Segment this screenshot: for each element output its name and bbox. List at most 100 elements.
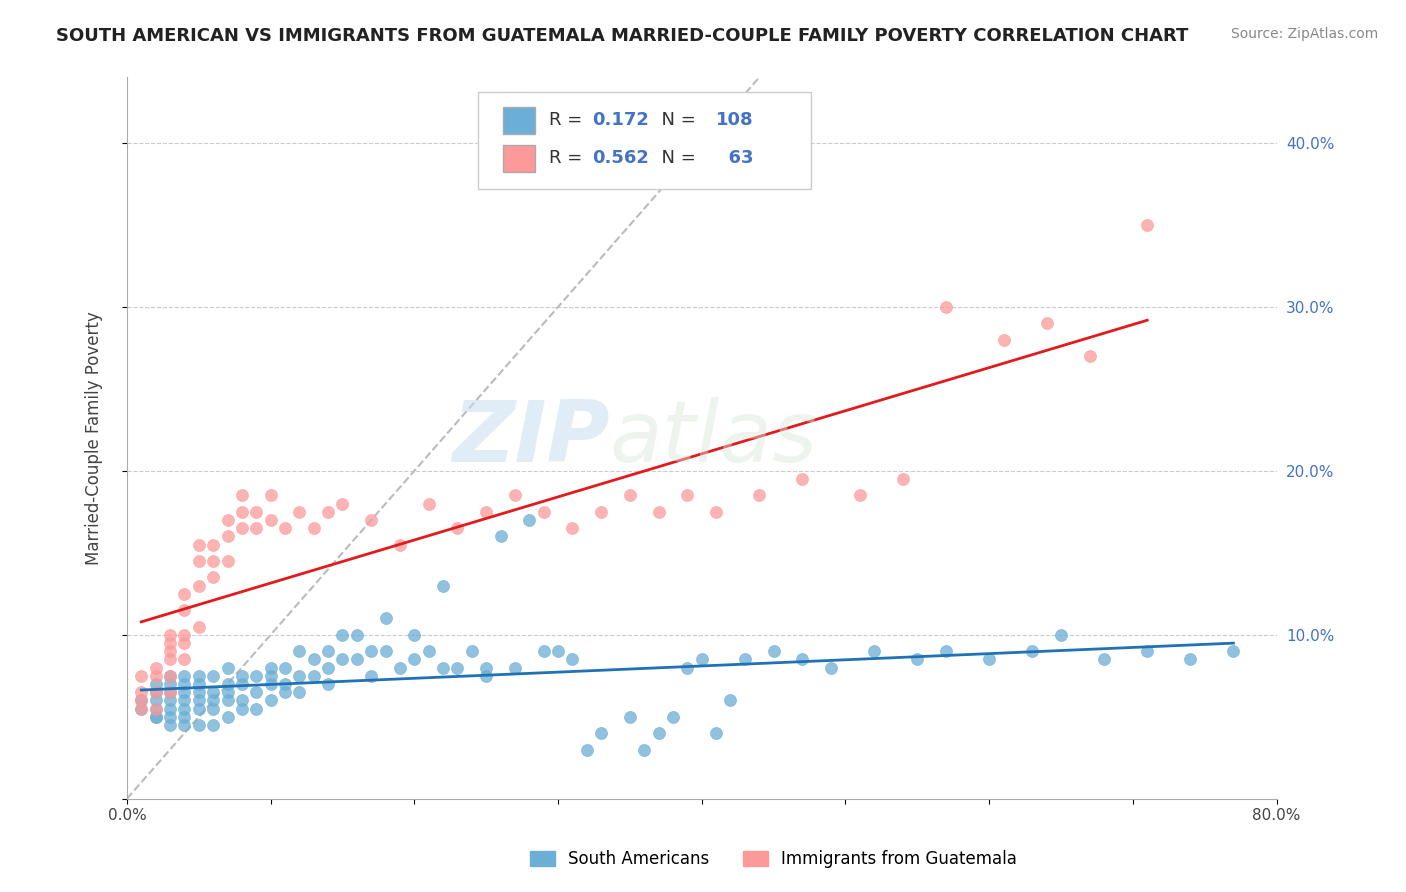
Point [619,710,641,724]
Point [288,644,311,658]
Point [173,669,195,683]
Text: atlas: atlas [610,397,818,480]
Text: SOUTH AMERICAN VS IMMIGRANTS FROM GUATEMALA MARRIED-COUPLE FAMILY POVERTY CORREL: SOUTH AMERICAN VS IMMIGRANTS FROM GUATEM… [56,27,1188,45]
Point [187,579,209,593]
Point [418,497,440,511]
Point [245,505,267,519]
Point [217,660,239,674]
Point [346,628,368,642]
Point [245,669,267,683]
Point [475,505,498,519]
Point [404,652,426,666]
Point [690,652,713,666]
Point [820,660,842,674]
Point [288,505,311,519]
Point [935,644,957,658]
Point [187,677,209,691]
Point [1180,652,1202,666]
Point [129,669,152,683]
Point [145,701,167,715]
Point [231,488,253,502]
Point [173,710,195,724]
Point [905,652,928,666]
Point [187,619,209,633]
Point [259,693,281,707]
Point [274,685,297,699]
Point [202,570,225,584]
Point [217,710,239,724]
Point [891,472,914,486]
Point [979,652,1001,666]
FancyBboxPatch shape [478,92,811,189]
Point [145,660,167,674]
Point [704,726,727,740]
Point [245,701,267,715]
Point [159,636,181,650]
Point [1035,316,1057,330]
Point [762,644,785,658]
Point [187,701,209,715]
Point [245,685,267,699]
Point [159,652,181,666]
Point [346,652,368,666]
Point [792,472,814,486]
Point [173,628,195,642]
Point [1021,644,1043,658]
FancyBboxPatch shape [503,106,536,134]
Point [734,652,756,666]
Point [316,644,339,658]
Point [561,521,583,535]
Text: 63: 63 [716,149,754,168]
Point [704,505,727,519]
Point [259,488,281,502]
Point [217,685,239,699]
Point [418,644,440,658]
Point [217,677,239,691]
Point [173,652,195,666]
Point [145,677,167,691]
Point [159,685,181,699]
Point [231,521,253,535]
Point [259,513,281,527]
Point [633,742,655,756]
Point [159,710,181,724]
Point [302,521,325,535]
Point [575,742,598,756]
Point [388,538,411,552]
Point [145,685,167,699]
Point [288,685,311,699]
Point [259,669,281,683]
Text: R =: R = [548,149,588,168]
Point [475,669,498,683]
Point [202,554,225,568]
Point [374,644,396,658]
Point [231,693,253,707]
Point [187,693,209,707]
Point [561,652,583,666]
Point [533,644,555,658]
Text: R =: R = [548,112,588,129]
Point [676,660,699,674]
Point [517,513,540,527]
Point [173,603,195,617]
Point [145,710,167,724]
Point [332,652,354,666]
Point [145,669,167,683]
Point [748,488,770,502]
Point [145,701,167,715]
Point [302,652,325,666]
Point [676,488,699,502]
Point [231,505,253,519]
Point [619,488,641,502]
Point [432,660,454,674]
Text: ZIP: ZIP [453,397,610,480]
Point [202,693,225,707]
Point [461,644,484,658]
Point [173,718,195,732]
Point [187,554,209,568]
Point [1222,644,1244,658]
Point [202,701,225,715]
Point [316,505,339,519]
Point [173,677,195,691]
Point [129,693,152,707]
